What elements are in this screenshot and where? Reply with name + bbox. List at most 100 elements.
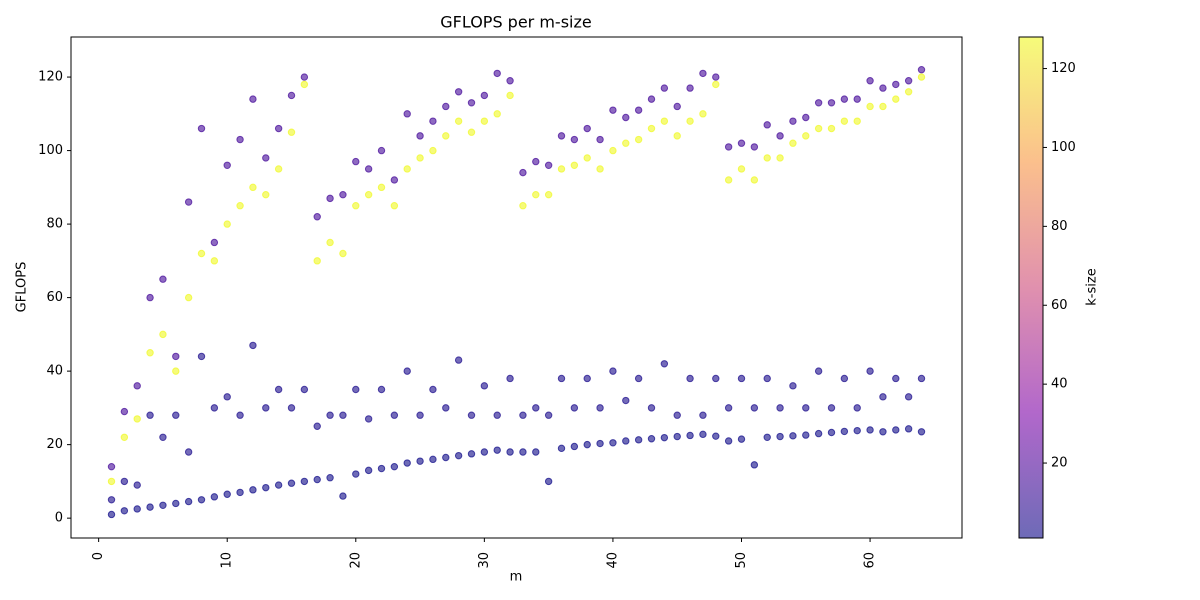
- point: [904, 393, 913, 401]
- point: [802, 113, 810, 122]
- point: [364, 466, 373, 475]
- point: [892, 426, 900, 434]
- point: [544, 161, 553, 169]
- point: [274, 481, 283, 489]
- point: [326, 411, 334, 419]
- point: [390, 202, 399, 210]
- point: [480, 117, 489, 125]
- point: [197, 124, 206, 133]
- point: [686, 84, 694, 92]
- point: [892, 80, 900, 89]
- point: [853, 426, 861, 435]
- point: [724, 404, 733, 412]
- point: [827, 124, 836, 133]
- point: [776, 154, 784, 162]
- point: [609, 146, 617, 155]
- point: [364, 190, 373, 199]
- point: [403, 110, 411, 118]
- point: [647, 95, 656, 103]
- point: [699, 110, 707, 118]
- colorbar-tick-label: 80: [1051, 219, 1068, 234]
- point: [724, 176, 733, 184]
- point: [442, 453, 450, 462]
- point: [544, 411, 553, 419]
- point: [467, 450, 476, 458]
- point: [570, 161, 579, 169]
- point: [634, 436, 643, 444]
- point: [789, 117, 797, 125]
- point: [120, 477, 129, 486]
- point: [622, 139, 630, 147]
- point: [249, 183, 257, 192]
- point: [609, 367, 617, 375]
- point: [519, 411, 527, 419]
- point: [249, 486, 257, 494]
- point: [686, 374, 694, 383]
- point: [570, 135, 579, 144]
- point: [416, 132, 424, 140]
- point: [442, 102, 450, 111]
- point: [133, 481, 141, 489]
- point: [120, 507, 129, 515]
- y-tick-label: 80: [46, 217, 63, 232]
- point: [107, 510, 116, 519]
- x-tick-label: 10: [220, 552, 235, 569]
- point: [377, 385, 386, 394]
- point: [493, 446, 501, 454]
- point: [827, 99, 836, 107]
- point: [917, 428, 926, 436]
- point: [120, 433, 129, 441]
- point: [300, 73, 309, 81]
- point: [159, 433, 167, 441]
- point: [480, 448, 489, 456]
- point: [442, 404, 450, 412]
- point: [622, 113, 630, 122]
- y-tick-label: 60: [46, 290, 63, 305]
- point: [429, 455, 437, 464]
- point: [840, 95, 849, 103]
- point: [583, 124, 591, 133]
- point: [236, 202, 244, 210]
- point: [287, 479, 296, 487]
- point: [107, 477, 116, 486]
- point: [107, 496, 116, 504]
- point: [223, 220, 231, 228]
- colorbar-tick-label: 20: [1051, 456, 1068, 471]
- point: [146, 293, 154, 302]
- point: [300, 477, 309, 486]
- point: [262, 154, 270, 162]
- point: [840, 374, 849, 383]
- point: [377, 464, 386, 473]
- point: [429, 117, 437, 125]
- point: [917, 73, 926, 81]
- point: [750, 461, 759, 469]
- points: [107, 66, 926, 519]
- point: [262, 404, 270, 412]
- point: [287, 91, 296, 100]
- y-tick-label: 0: [55, 511, 63, 526]
- point: [879, 428, 887, 436]
- point: [904, 88, 913, 96]
- point: [184, 293, 193, 302]
- point: [377, 183, 386, 192]
- point: [866, 102, 874, 111]
- point: [814, 99, 823, 107]
- point: [184, 448, 193, 456]
- point: [339, 492, 347, 500]
- point: [493, 110, 501, 118]
- point: [686, 117, 694, 125]
- point: [403, 165, 411, 173]
- point: [673, 102, 681, 111]
- colorbar-tick-label: 120: [1051, 61, 1076, 76]
- y-axis-label: GFLOPS: [15, 262, 30, 313]
- point: [236, 488, 244, 497]
- point: [750, 143, 759, 151]
- point: [326, 238, 334, 247]
- point: [506, 374, 514, 383]
- point: [274, 385, 283, 394]
- point: [287, 404, 296, 412]
- point: [737, 165, 746, 173]
- point: [262, 483, 270, 492]
- point: [326, 474, 334, 482]
- point: [454, 451, 463, 460]
